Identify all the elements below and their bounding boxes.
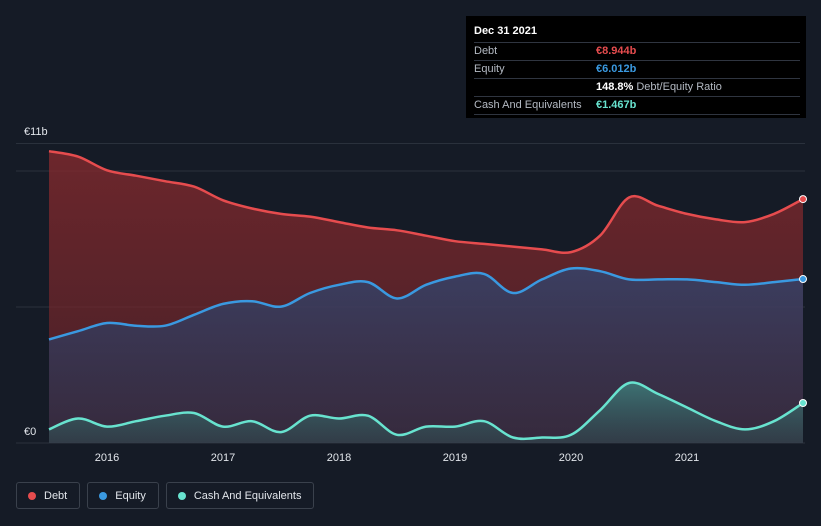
- tooltip-row-cash: Cash And Equivalents €1.467b: [474, 96, 800, 115]
- tooltip-row-equity: Equity €6.012b: [474, 60, 800, 78]
- legend-item-debt[interactable]: Debt: [16, 482, 81, 509]
- legend-label-cash: Cash And Equivalents: [193, 489, 302, 502]
- x-tick-2019: 2019: [443, 452, 467, 464]
- x-tick-2017: 2017: [211, 452, 235, 464]
- cash-line: [48, 381, 804, 441]
- tooltip-row-debt: Debt €8.944b: [474, 42, 800, 60]
- y-tick-zero: €0: [24, 426, 36, 438]
- legend-item-equity[interactable]: Equity: [87, 482, 159, 509]
- y-tick-max: €11b: [24, 126, 48, 138]
- cash-area: [49, 382, 803, 443]
- axis-layer: 2016 2017 2018 2019 2020 2021 €11b €0: [24, 126, 699, 464]
- legend-label-debt: Debt: [44, 489, 68, 502]
- debt-line: [48, 149, 804, 255]
- tooltip-panel: Dec 31 2021 Debt €8.944b Equity €6.012b …: [466, 16, 806, 118]
- tooltip-date: Dec 31 2021: [474, 25, 537, 37]
- legend-item-cash[interactable]: Cash And Equivalents: [165, 482, 315, 509]
- cash-end-marker[interactable]: [799, 398, 807, 407]
- equity-end-marker[interactable]: [799, 275, 807, 284]
- legend: Debt Equity Cash And Equivalents: [16, 482, 315, 509]
- tooltip-ratio-value: 148.8%: [596, 81, 634, 93]
- tooltip-debt-value: €8.944b: [596, 45, 637, 57]
- tooltip-equity-label: Equity: [474, 63, 505, 75]
- legend-label-equity: Equity: [115, 489, 146, 502]
- x-tick-2020: 2020: [559, 452, 583, 464]
- x-tick-2018: 2018: [327, 452, 351, 464]
- debt-end-marker[interactable]: [799, 195, 807, 204]
- x-tick-2021: 2021: [675, 452, 699, 464]
- tooltip-debt-label: Debt: [474, 45, 498, 57]
- tooltip-ratio-suffix: Debt/Equity Ratio: [636, 81, 722, 93]
- tooltip-row-ratio: 148.8% Debt/Equity Ratio: [474, 78, 800, 96]
- equity-line: [48, 266, 804, 341]
- tooltip-cash-value: €1.467b: [596, 99, 637, 111]
- legend-dot-equity: [99, 491, 108, 500]
- tooltip-cash-label: Cash And Equivalents: [474, 99, 582, 111]
- legend-dot-cash: [177, 491, 186, 500]
- legend-dot-debt: [28, 491, 36, 500]
- tooltip-equity-value: €6.012b: [596, 63, 637, 75]
- x-tick-2016: 2016: [95, 452, 119, 464]
- tooltip-ratio-label: [474, 79, 596, 96]
- series-layer: [48, 149, 807, 443]
